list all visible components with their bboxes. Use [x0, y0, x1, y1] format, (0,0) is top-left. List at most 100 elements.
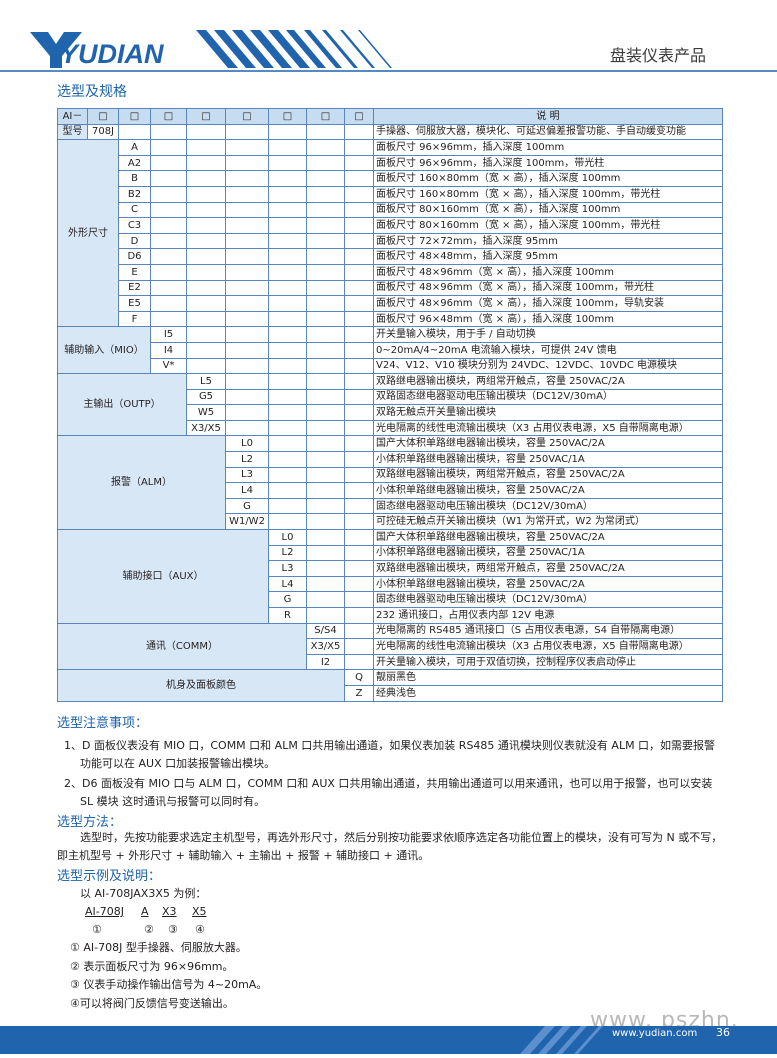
- empty-cell: [186, 154, 226, 172]
- model-row: 型号 708J 手操器、伺服放大器，模块化、可延迟偏差报警功能、手自动缓变功能: [57, 123, 723, 141]
- footer-stripes: [520, 1026, 603, 1054]
- empty-cell: [306, 435, 345, 453]
- group-label: 辅助接口（AUX）: [57, 529, 269, 624]
- empty-cell: [225, 419, 269, 437]
- note-item: 2、D6 面板没有 MIO 口与 ALM 口，COMM 口和 AUX 口共用输出…: [64, 777, 713, 808]
- logo: YUDIAN: [60, 39, 164, 69]
- empty-cell: [225, 232, 269, 250]
- option-code: R: [268, 607, 307, 624]
- section-title: 选型及规格: [57, 84, 127, 100]
- spec-row: B 面板尺寸 160×80mm（宽 × 高），插入深度 100mm: [58, 170, 723, 187]
- empty-cell: [306, 575, 345, 593]
- code-box: □: [306, 108, 345, 125]
- option-desc: 小体积单路继电器输出模块，容量 250VAC/2A: [373, 575, 723, 593]
- empty-cell: [186, 248, 226, 265]
- empty-cell: [344, 404, 374, 421]
- empty-cell: [344, 653, 374, 671]
- spec-row: C3 面板尺寸 80×160mm（宽 × 高），插入深度 100mm，带光柱: [58, 217, 723, 234]
- option-code: E: [118, 263, 151, 281]
- spec-row: L4 小体积单路继电器输出模块，容量 250VAC/2A: [58, 575, 723, 593]
- option-code: D: [118, 232, 151, 250]
- empty-cell: [344, 201, 374, 219]
- empty-cell: [268, 279, 307, 297]
- spec-row: B2 面板尺寸 160×80mm（宽 × 高），插入深度 100mm，带光柱: [58, 185, 723, 203]
- option-desc: V24、V12、V10 模块分别为 24VDC、12VDC、10VDC 电源模块: [373, 357, 723, 375]
- option-desc: 小体积单路继电器输出模块，容量 250VAC/2A: [373, 482, 723, 499]
- empty-cell: [268, 451, 307, 468]
- empty-cell: [225, 139, 269, 156]
- empty-cell: [306, 263, 345, 281]
- empty-cell: [344, 263, 374, 281]
- empty-cell: [306, 451, 345, 468]
- empty-cell: [118, 123, 151, 141]
- option-code: E2: [118, 279, 151, 297]
- empty-cell: [344, 279, 374, 297]
- option-code: Z: [344, 684, 374, 702]
- empty-cell: [225, 217, 269, 234]
- option-desc: 面板尺寸 72×72mm，插入深度 95mm: [373, 232, 723, 250]
- empty-cell: [344, 185, 374, 203]
- spec-row: L2 小体积单路继电器输出模块，容量 250VAC/1A: [58, 451, 723, 468]
- prefix: AI－: [57, 108, 88, 125]
- empty-cell: [268, 373, 307, 390]
- code-box: □: [344, 108, 374, 125]
- spec-row: D 面板尺寸 72×72mm，插入深度 95mm: [58, 232, 723, 250]
- header-row: AI－ □ □ □ □ □ □ □ □ 说 明: [57, 108, 723, 125]
- empty-cell: [186, 310, 226, 328]
- option-desc: 面板尺寸 96×96mm，插入深度 100mm: [373, 139, 723, 156]
- option-desc: 固态继电器驱动电压输出模块（DC12V/30mA）: [373, 591, 723, 608]
- option-code: B: [118, 170, 151, 187]
- empty-cell: [225, 295, 269, 312]
- empty-cell: [306, 404, 345, 421]
- empty-cell: [268, 435, 307, 453]
- empty-cell: [186, 357, 226, 375]
- spec-row: I4 0~20mA/4~20mA 电流输入模块，可提供 24V 馈电: [58, 341, 723, 359]
- empty-cell: [306, 591, 345, 608]
- empty-cell: [306, 357, 345, 375]
- empty-cell: [306, 217, 345, 234]
- empty-cell: [186, 326, 226, 343]
- empty-cell: [344, 123, 374, 141]
- empty-cell: [268, 419, 307, 437]
- option-code: W1/W2: [225, 513, 269, 531]
- option-desc: 固态继电器驱动电压输出模块（DC12V/30mA）: [373, 497, 723, 515]
- empty-cell: [344, 139, 374, 156]
- example-intro: 以 AI-708JAX3X5 为例：: [80, 887, 207, 900]
- empty-cell: [344, 373, 374, 390]
- empty-cell: [150, 201, 187, 219]
- empty-cell: [344, 295, 374, 312]
- spec-row: 辅助输入（MIO） I5 开关量输入模块，用于手 / 自动切换: [57, 326, 723, 375]
- empty-cell: [186, 217, 226, 234]
- empty-cell: [150, 295, 187, 312]
- notes-title: 选型注意事项：: [57, 716, 149, 731]
- option-code: G: [268, 591, 307, 608]
- option-desc: 靓丽黑色: [373, 669, 723, 686]
- example-code: AI-708J: [85, 905, 124, 918]
- empty-cell: [306, 185, 345, 203]
- example-line: ④可以将阀门反馈信号变送输出。: [70, 996, 234, 1010]
- empty-cell: [306, 201, 345, 219]
- empty-cell: [225, 310, 269, 328]
- empty-cell: [344, 607, 374, 624]
- empty-cell: [225, 357, 269, 375]
- option-desc: 双路继电器输出模块，两组常开触点，容量 250VAC/2A: [373, 373, 723, 390]
- empty-cell: [268, 139, 307, 156]
- empty-cell: [150, 123, 187, 141]
- example-line: ② 表示面板尺寸为 96×96mm。: [70, 959, 234, 973]
- empty-cell: [306, 170, 345, 187]
- option-desc: 面板尺寸 160×80mm（宽 × 高），插入深度 100mm: [373, 170, 723, 187]
- option-desc: 232 通讯接口，占用仪表内部 12V 电源: [373, 607, 723, 624]
- footer-band: [0, 1026, 777, 1054]
- option-code: L0: [225, 435, 269, 453]
- empty-cell: [306, 154, 345, 172]
- empty-cell: [268, 154, 307, 172]
- empty-cell: [186, 139, 226, 156]
- empty-cell: [225, 263, 269, 281]
- empty-cell: [268, 310, 307, 328]
- empty-cell: [306, 341, 345, 359]
- empty-cell: [344, 575, 374, 593]
- spec-row: 机身及面板颜色 Q 靓丽黑色: [57, 669, 723, 702]
- spec-row: E5 面板尺寸 48×96mm（宽 × 高），插入深度 100mm，导轨安装: [58, 295, 723, 312]
- empty-cell: [150, 139, 187, 156]
- empty-cell: [268, 326, 307, 343]
